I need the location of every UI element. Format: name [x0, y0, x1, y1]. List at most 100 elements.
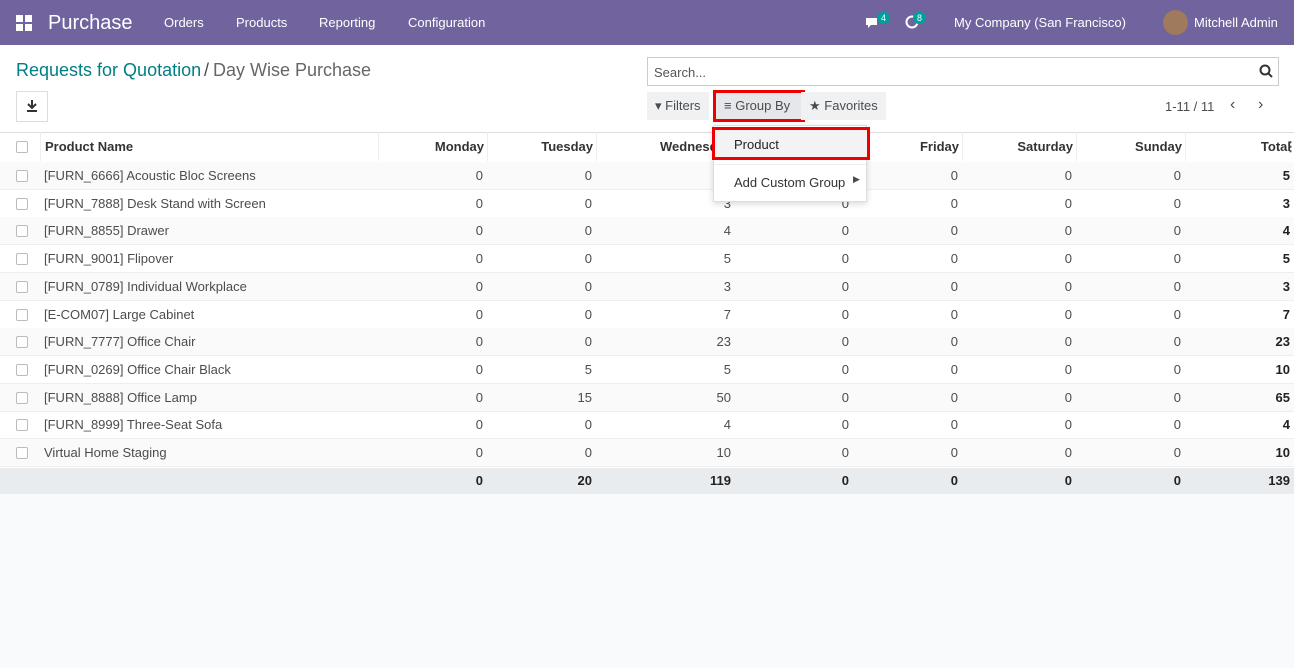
cell-value: 0: [584, 334, 592, 350]
column-menu[interactable]: ⋮: [1284, 139, 1294, 154]
cell-value: 0: [1173, 334, 1181, 350]
checkbox[interactable]: [16, 225, 28, 238]
row[interactable]: [0, 162, 1294, 190]
product-name: [FURN_8999] Three-Seat Sofa: [44, 417, 223, 433]
product-name: Virtual Home Staging: [44, 445, 167, 460]
checkbox[interactable]: [16, 253, 28, 266]
company[interactable]: My Company (San Francisco): [954, 15, 1126, 30]
badge: 8: [913, 12, 927, 24]
cell-value: 0: [475, 223, 483, 239]
checkbox[interactable]: [16, 170, 28, 182]
dropdown: Product Add Custom Group ▶: [712, 125, 870, 202]
cell-value: 0: [841, 334, 849, 350]
row[interactable]: [0, 411, 1294, 440]
cell-value: 0: [1064, 334, 1072, 350]
column-header[interactable]: Product Name: [40, 132, 379, 161]
checkbox[interactable]: [16, 363, 28, 376]
cell-value: 0: [584, 306, 592, 322]
cell-value: 0: [584, 445, 592, 460]
chat-icon[interactable]: [865, 16, 881, 30]
column-header[interactable]: Tuesday: [487, 132, 597, 161]
app-name[interactable]: Purchase: [48, 12, 133, 34]
favorites-button[interactable]: ★ Favorites: [801, 92, 886, 120]
breadcrumb-current: Day Wise Purchase: [213, 60, 372, 80]
user[interactable]: Mitchell Admin: [1194, 15, 1278, 30]
search-icon[interactable]: [1259, 64, 1273, 78]
column-header[interactable]: Monday: [378, 132, 488, 161]
checkbox[interactable]: [16, 419, 28, 432]
cell-value: 0: [475, 389, 483, 405]
row[interactable]: [0, 190, 1294, 218]
divider: [714, 164, 866, 165]
menu[interactable]: Reporting: [319, 15, 376, 30]
cell-value: 0: [950, 445, 958, 460]
column-header[interactable]: Sunday: [1076, 132, 1186, 161]
cell-value: 0: [1064, 417, 1072, 433]
cell-value: 0: [950, 306, 958, 322]
cell-value: 0: [950, 334, 958, 350]
cell-value: 0: [950, 389, 958, 405]
group-by-button[interactable]: ≡ Group By: [713, 90, 805, 122]
total-value: 0: [1064, 472, 1072, 488]
row[interactable]: [0, 383, 1294, 412]
avatar[interactable]: [1163, 10, 1188, 35]
breadcrumb-link[interactable]: Requests for Quotation: [16, 60, 202, 80]
cell-value: 0: [1064, 278, 1072, 294]
cell-value: 0: [950, 251, 958, 267]
cell-value: 0: [475, 361, 483, 377]
row[interactable]: [0, 301, 1294, 329]
product-name: [FURN_6666] Acoustic Bloc Screens: [44, 168, 256, 183]
cell-value: 10: [1275, 445, 1290, 460]
add-custom-group[interactable]: Add Custom Group: [734, 175, 846, 190]
row[interactable]: [0, 217, 1294, 246]
total-value: 0: [475, 472, 483, 488]
checkbox[interactable]: [16, 197, 28, 210]
checkbox[interactable]: [16, 280, 28, 293]
label: Group By: [735, 98, 791, 113]
dropdown-item[interactable]: Product: [712, 127, 870, 160]
row[interactable]: [0, 245, 1294, 274]
cell-value: 0: [841, 417, 849, 433]
menu[interactable]: Configuration: [408, 15, 486, 30]
search-placeholder: Search...: [654, 65, 707, 80]
row[interactable]: [0, 328, 1294, 357]
cell-value: 0: [584, 223, 592, 239]
cell-value: 0: [475, 417, 483, 433]
menu[interactable]: Products: [236, 15, 288, 30]
cell-value: 0: [1064, 445, 1072, 460]
column-header[interactable]: Saturday: [962, 132, 1077, 161]
checkbox[interactable]: [16, 141, 28, 153]
filters-button[interactable]: ▾ Filters: [647, 92, 709, 120]
cell-value: 0: [584, 417, 592, 433]
totals-row: [0, 467, 1294, 494]
pager-next[interactable]: ›: [1258, 96, 1264, 113]
product-name: [FURN_0269] Office Chair Black: [44, 361, 231, 377]
menu[interactable]: Orders: [164, 15, 204, 30]
cell-value: 5: [1282, 251, 1290, 267]
checkbox[interactable]: [16, 308, 28, 321]
row[interactable]: [0, 356, 1294, 384]
cell-value: 0: [475, 445, 483, 460]
cell-value: 0: [1064, 168, 1072, 183]
cell-value: 3: [1282, 278, 1290, 294]
checkbox[interactable]: [16, 447, 28, 459]
cell-value: 0: [1064, 306, 1072, 322]
download-button[interactable]: [16, 91, 48, 122]
cell-value: 15: [577, 389, 592, 405]
row[interactable]: [0, 439, 1294, 467]
product-name: [FURN_8888] Office Lamp: [44, 389, 197, 405]
cell-value: 3: [1282, 195, 1290, 211]
pager-prev[interactable]: ‹: [1230, 96, 1236, 113]
cell-value: 0: [950, 361, 958, 377]
checkbox[interactable]: [16, 336, 28, 349]
search-box[interactable]: Search...: [647, 57, 1279, 86]
cell-value: 0: [841, 278, 849, 294]
cell-value: 0: [841, 361, 849, 377]
checkbox[interactable]: [16, 391, 28, 404]
row[interactable]: [0, 272, 1294, 301]
apps-icon[interactable]: [16, 15, 32, 31]
column-header[interactable]: Total: [1185, 132, 1294, 161]
label: Favorites: [824, 98, 878, 113]
product-name: [E-COM07] Large Cabinet: [44, 306, 195, 322]
